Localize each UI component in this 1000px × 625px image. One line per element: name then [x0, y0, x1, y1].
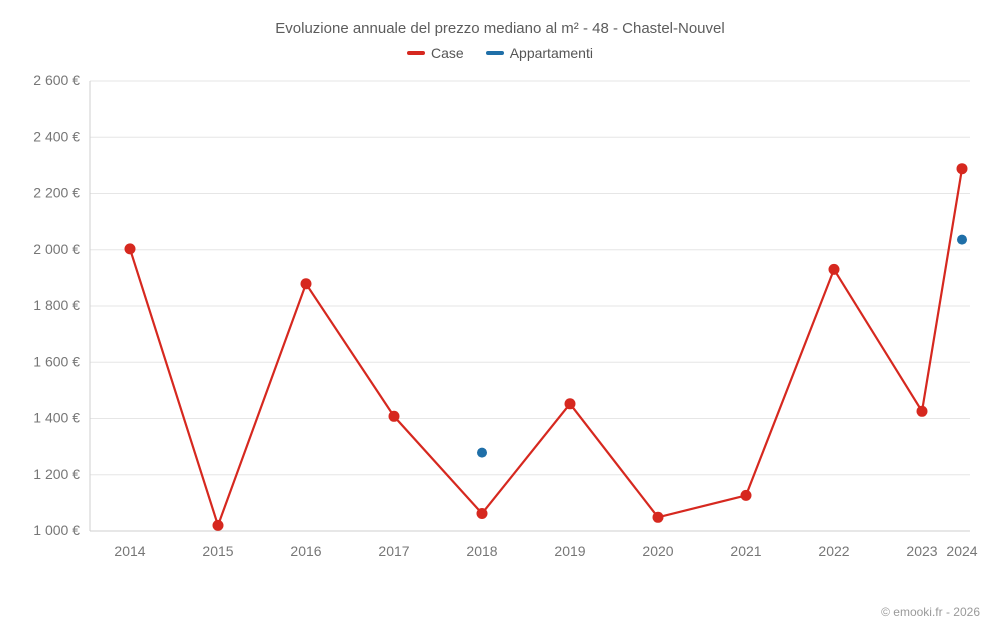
legend-item-case[interactable]: Case	[407, 45, 464, 61]
case-point-2016[interactable]	[301, 278, 312, 289]
svg-text:2018: 2018	[466, 543, 497, 559]
case-point-2017[interactable]	[389, 411, 400, 422]
svg-text:2024: 2024	[946, 543, 977, 559]
case-point-2020[interactable]	[653, 512, 664, 523]
svg-text:2016: 2016	[290, 543, 321, 559]
case-point-2014[interactable]	[125, 243, 136, 254]
case-point-2022[interactable]	[829, 264, 840, 275]
case-line-series[interactable]	[130, 169, 962, 526]
footer-text: © emooki.fr - 2026	[881, 605, 980, 619]
svg-text:1 200 €: 1 200 €	[33, 466, 80, 482]
line-chart-svg[interactable]: 2 600 € 2 400 € 2 200 € 2 000 € 1 800 € …	[20, 71, 980, 571]
svg-text:2020: 2020	[642, 543, 673, 559]
svg-text:2 600 €: 2 600 €	[33, 72, 80, 88]
appartamenti-point-2024[interactable]	[957, 235, 967, 245]
case-data-points[interactable]	[125, 163, 968, 531]
svg-text:2022: 2022	[818, 543, 849, 559]
case-point-2015[interactable]	[213, 520, 224, 531]
y-gridlines	[90, 81, 970, 531]
case-point-2021[interactable]	[741, 490, 752, 501]
x-axis-labels: 2014 2015 2016 2017 2018 2019 2020 2021 …	[114, 543, 977, 559]
svg-text:2 400 €: 2 400 €	[33, 128, 80, 144]
case-point-2023[interactable]	[917, 406, 928, 417]
legend-label-case: Case	[431, 45, 464, 61]
case-point-2024[interactable]	[957, 163, 968, 174]
svg-text:2023: 2023	[906, 543, 937, 559]
plot-area: 2 600 € 2 400 € 2 200 € 2 000 € 1 800 € …	[20, 71, 980, 571]
appartamenti-point-2018[interactable]	[477, 448, 487, 458]
svg-text:2017: 2017	[378, 543, 409, 559]
svg-text:1 600 €: 1 600 €	[33, 353, 80, 369]
case-legend-swatch	[407, 51, 425, 55]
chart-container: Evoluzione annuale del prezzo mediano al…	[0, 0, 1000, 625]
svg-text:1 800 €: 1 800 €	[33, 297, 80, 313]
chart-title: Evoluzione annuale del prezzo mediano al…	[20, 20, 980, 37]
svg-text:2015: 2015	[202, 543, 233, 559]
legend-item-appartamenti[interactable]: Appartamenti	[486, 45, 593, 61]
case-point-2019[interactable]	[565, 398, 576, 409]
svg-text:2 200 €: 2 200 €	[33, 185, 80, 201]
svg-text:2 000 €: 2 000 €	[33, 241, 80, 257]
y-axis-labels: 2 600 € 2 400 € 2 200 € 2 000 € 1 800 € …	[33, 72, 80, 538]
svg-text:2014: 2014	[114, 543, 145, 559]
chart-legend: Case Appartamenti	[20, 45, 980, 61]
case-point-2018[interactable]	[477, 508, 488, 519]
svg-text:1 000 €: 1 000 €	[33, 522, 80, 538]
legend-label-appartamenti: Appartamenti	[510, 45, 593, 61]
svg-text:2021: 2021	[730, 543, 761, 559]
svg-text:2019: 2019	[554, 543, 585, 559]
appartamenti-data-points[interactable]	[477, 235, 967, 458]
svg-text:1 400 €: 1 400 €	[33, 410, 80, 426]
appartamenti-legend-swatch	[486, 51, 504, 55]
